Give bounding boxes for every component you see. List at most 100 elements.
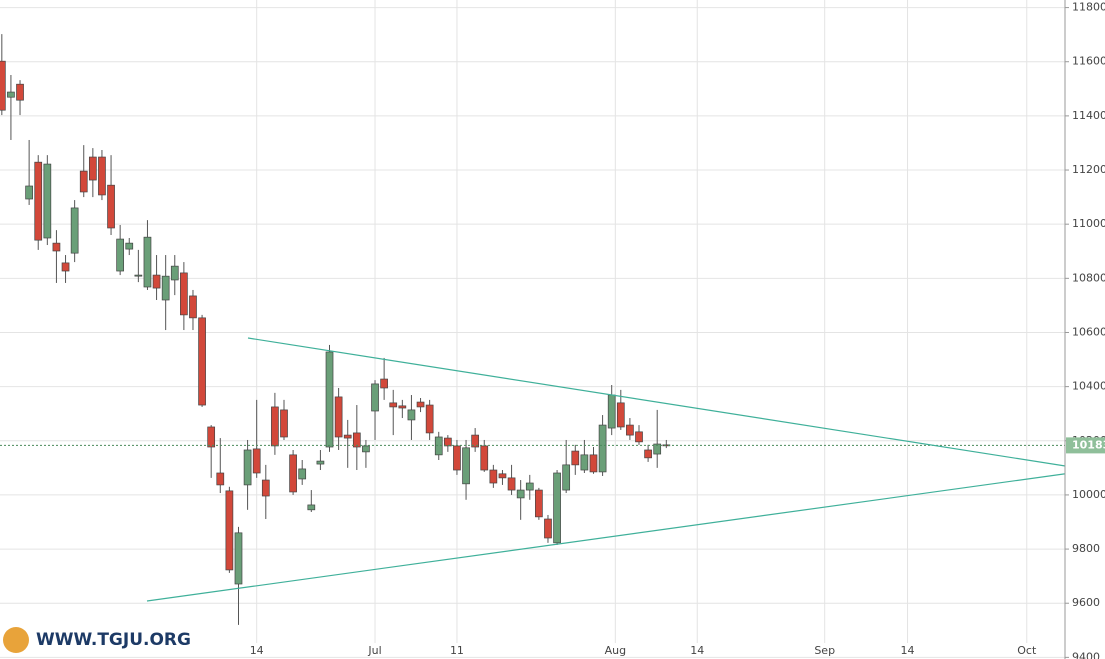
candle-body — [161, 275, 170, 301]
candle-body — [16, 83, 24, 101]
x-tick-label: Oct — [1017, 644, 1037, 657]
candle-body — [107, 184, 115, 229]
candle-body — [571, 450, 580, 466]
candle-body — [535, 489, 543, 518]
candle-body — [471, 434, 480, 448]
x-tick-label: 14 — [250, 644, 264, 657]
candle-body — [307, 504, 316, 511]
candle-body — [134, 274, 143, 277]
candle-body — [170, 265, 179, 281]
axis-panel — [1065, 0, 1105, 659]
candle-body — [589, 454, 598, 473]
x-tick-label: 14 — [690, 644, 704, 657]
y-tick-label: 11400 — [1072, 109, 1105, 122]
candle-body — [644, 449, 652, 459]
candle-body — [371, 383, 379, 412]
candle-body — [25, 185, 33, 200]
candle-body — [70, 207, 79, 254]
candle-body — [79, 170, 88, 193]
logo-icon — [3, 627, 29, 653]
candle-body — [389, 402, 398, 408]
candle-body — [507, 477, 516, 491]
candle-body — [225, 490, 234, 571]
candle-body — [407, 409, 416, 421]
candle-body — [216, 472, 225, 486]
candle-body — [207, 426, 216, 448]
candle-body — [544, 518, 552, 539]
candle-body — [116, 238, 125, 272]
y-tick-label: 9600 — [1072, 596, 1100, 609]
candle-body — [243, 449, 252, 486]
candle-body — [343, 434, 352, 439]
candle-body — [516, 489, 525, 499]
candle-body — [480, 445, 489, 471]
y-tick-label: 10800 — [1072, 271, 1105, 284]
candle-body — [434, 436, 443, 456]
candle-body — [498, 473, 507, 479]
x-tick-label: Jul — [367, 644, 381, 657]
candle-body — [234, 532, 243, 585]
y-tick-label: 11800 — [1072, 1, 1105, 14]
candle-body — [52, 242, 61, 252]
y-tick-label: 10000 — [1072, 488, 1105, 501]
candle-body — [653, 443, 662, 455]
x-tick-label: 14 — [901, 644, 915, 657]
candle-body — [261, 479, 270, 497]
y-tick-label: 11000 — [1072, 217, 1105, 230]
y-tick-label: 10400 — [1072, 380, 1105, 393]
candle-body — [34, 161, 43, 241]
candle-body — [598, 424, 607, 473]
candle-body — [271, 406, 279, 447]
candle-body — [380, 378, 388, 389]
candle-body — [125, 242, 134, 250]
candle-body — [553, 472, 561, 544]
candle-body — [626, 424, 634, 436]
candles — [0, 34, 1065, 625]
x-tick-label: Aug — [605, 644, 626, 657]
candle-body — [180, 272, 188, 316]
watermark: WWW.TGJU.ORG — [36, 630, 191, 650]
trendline-upper — [247, 337, 1079, 469]
axes: 9400960098001000010200104001060010800110… — [250, 1, 1105, 659]
last-price-box — [1066, 437, 1105, 454]
candle-body — [7, 91, 15, 98]
candle-body — [416, 401, 425, 408]
candle-body — [525, 482, 534, 491]
candle-body — [252, 448, 261, 474]
candle-body — [289, 454, 297, 493]
logo: WWW.TGJU.ORG — [3, 627, 191, 653]
candle-body — [443, 437, 452, 447]
candle-body — [635, 431, 643, 443]
candle-body — [198, 317, 206, 406]
x-tick-label: Sep — [814, 644, 835, 657]
candle-body — [334, 396, 343, 438]
candle-body — [362, 445, 370, 453]
candle-body — [298, 468, 307, 480]
candle-body — [88, 156, 97, 181]
candle-body — [425, 404, 434, 434]
candle-body — [98, 156, 106, 196]
candle-body — [280, 409, 288, 438]
candle-body — [325, 351, 334, 448]
candle-body — [152, 274, 161, 289]
candle-body — [489, 469, 498, 484]
y-tick-label: 9400 — [1072, 650, 1100, 659]
candle-body — [143, 236, 152, 288]
y-tick-label: 11600 — [1072, 55, 1105, 68]
y-tick-label: 9800 — [1072, 542, 1100, 555]
x-tick-label: 11 — [450, 644, 464, 657]
last-price-label: 10183 — [1072, 438, 1105, 451]
candle-body — [580, 454, 589, 471]
trendline-lower — [146, 471, 1079, 602]
candle-body — [0, 60, 6, 111]
candle-body — [453, 445, 461, 471]
candle-body — [462, 447, 470, 485]
candle-body — [562, 464, 571, 491]
candle-body — [61, 262, 70, 272]
candle-body — [607, 394, 616, 429]
candle-body — [616, 402, 625, 428]
y-tick-label: 11200 — [1072, 163, 1105, 176]
candle-body — [43, 163, 52, 239]
y-tick-label: 10600 — [1072, 325, 1105, 338]
